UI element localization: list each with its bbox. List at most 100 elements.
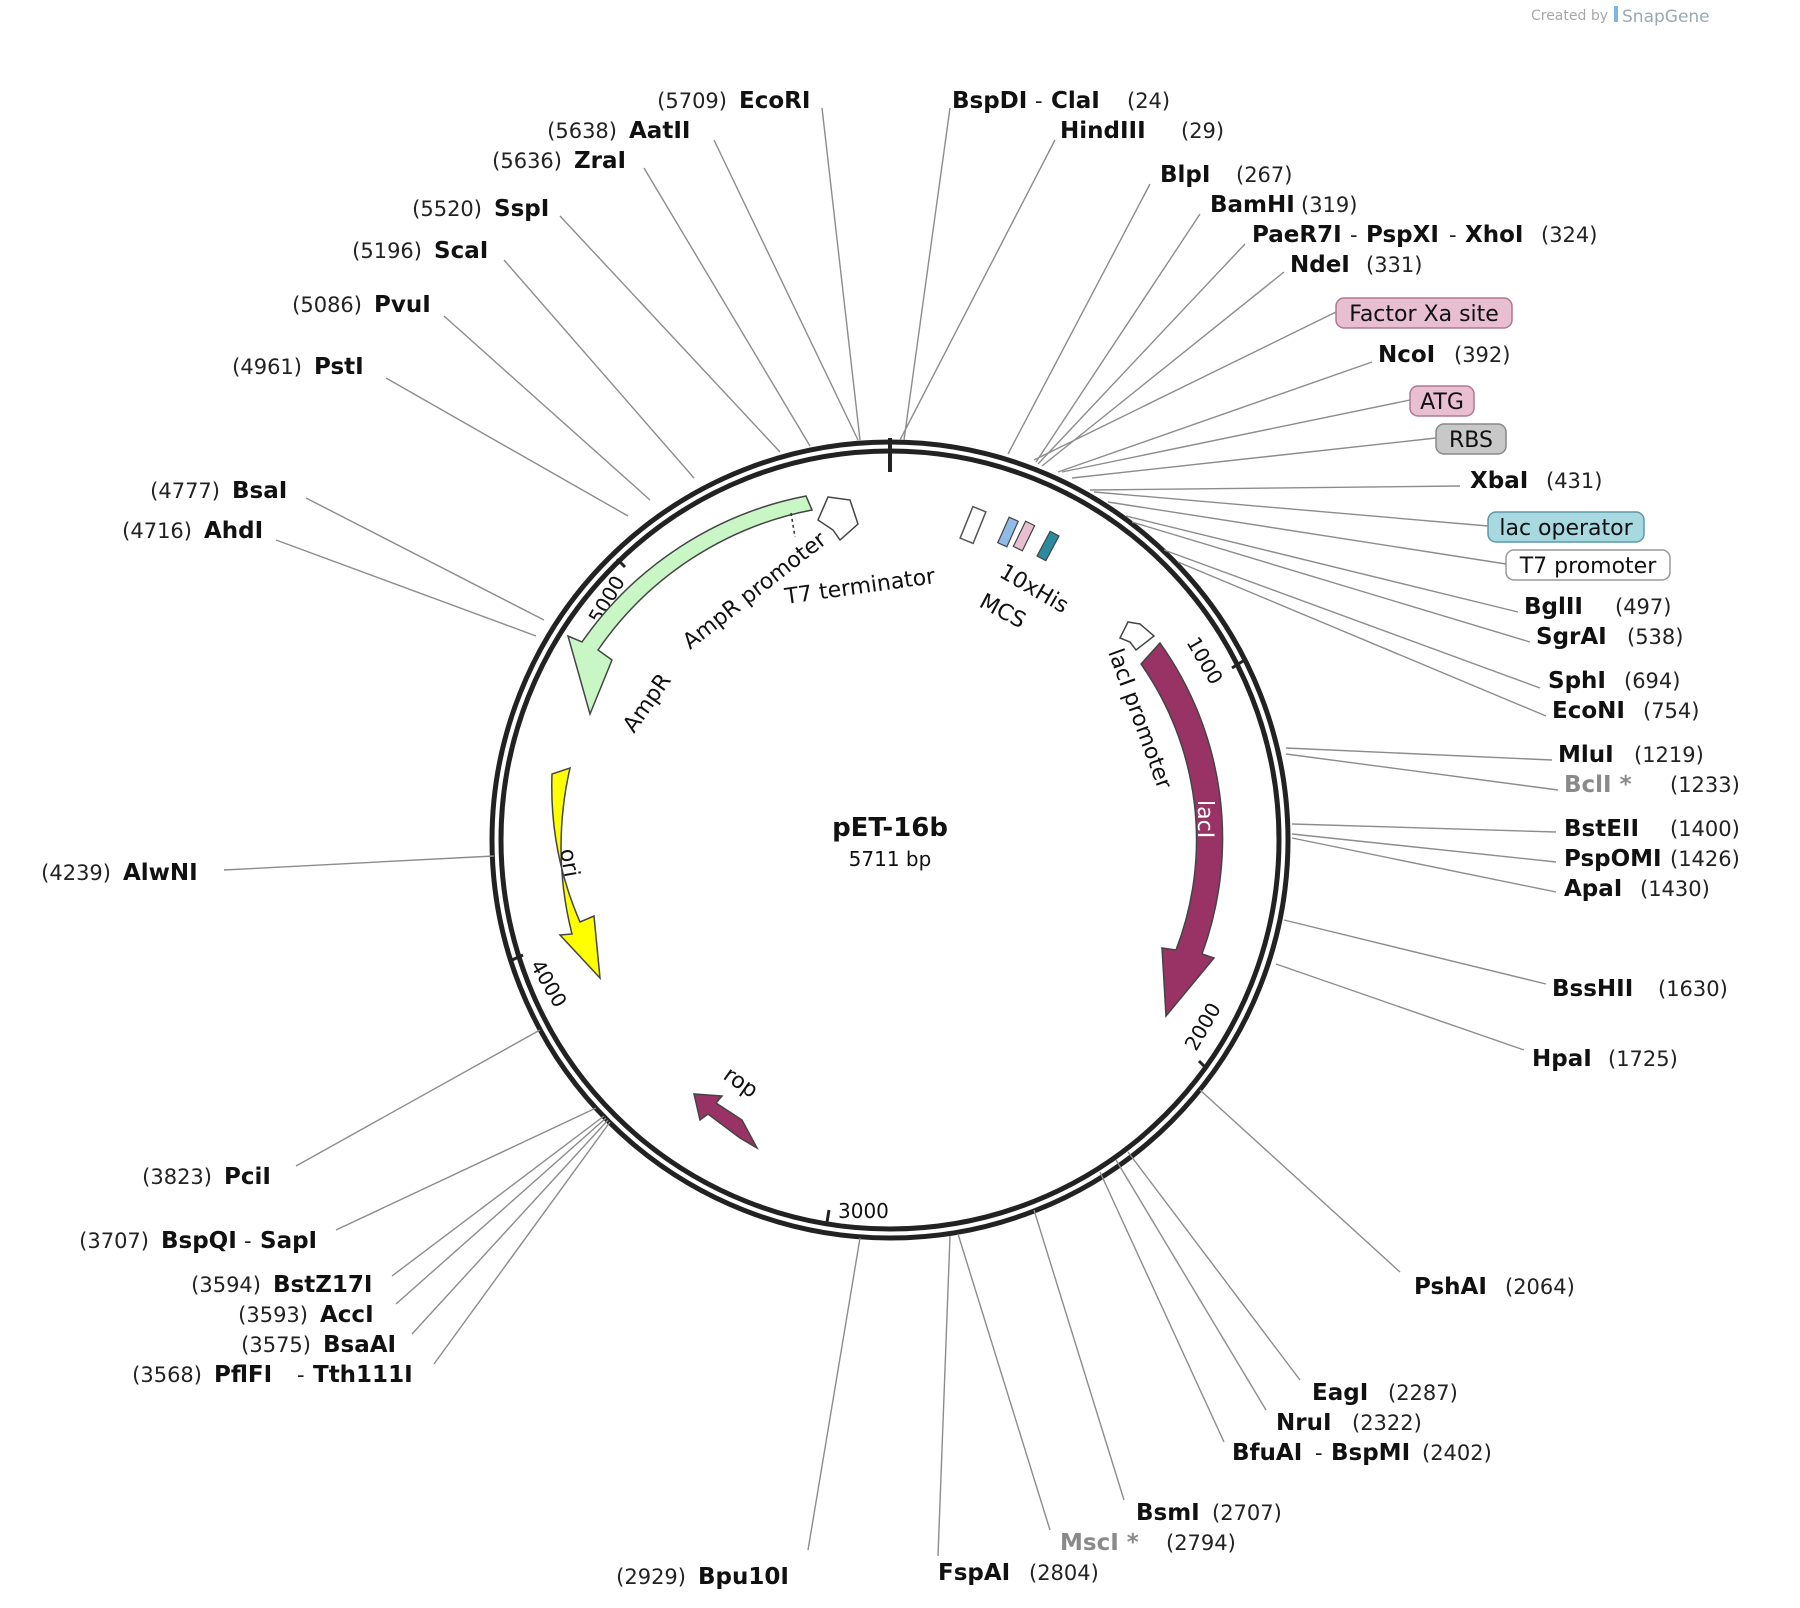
site-right-21[interactable]: NruI (2322) [1276,1410,1422,1436]
t7-promoter-box[interactable] [1505,549,1671,581]
site-right-1[interactable]: HindIII (29) [1060,118,1224,144]
site-name: SapI [260,1228,317,1254]
site-right-15[interactable]: PspOMI (1426) [1564,846,1740,872]
site-left-8[interactable]: (4716) AhdI [122,518,263,544]
his-tag-box[interactable] [996,516,1020,548]
site-leader-line [1127,1151,1301,1381]
site-leader-line [503,259,695,479]
site-name: SspI [494,196,549,222]
leader-lines [223,107,1559,1557]
site-name: BlpI [1160,162,1210,188]
site-name: PspXI [1366,222,1439,248]
site-right-25[interactable]: FspAI (2804) [938,1560,1099,1586]
site-right-19[interactable]: PshAI (2064) [1414,1274,1575,1300]
site-left-4[interactable]: (5196) ScaI [352,238,488,264]
site-right-2[interactable]: BlpI (267) [1160,162,1292,188]
site-position: (2794) [1166,1531,1236,1555]
site-position: (1725) [1608,1047,1678,1071]
site-leader-line [223,855,495,871]
factor-xa-box[interactable] [1012,520,1036,552]
site-position: (5709) [657,89,727,113]
site-position: (431) [1546,469,1602,493]
site-right-4[interactable]: PaeR7I - PspXI - XhoI (324) [1252,222,1597,248]
site-leader-line [1037,243,1246,465]
rop-arrow[interactable] [693,1093,759,1151]
feature-box-leader-line [1061,399,1411,473]
site-left-13[interactable]: (3593) AccI [238,1302,373,1328]
site-right-20[interactable]: EagI (2287) [1312,1380,1458,1406]
site-right-24[interactable]: MscI * (2794) [1060,1530,1236,1556]
site-left-3[interactable]: (5520) SspI [412,196,549,222]
lac-operator-box-label-frame[interactable] [1487,511,1645,543]
rop-label: rop [719,1062,763,1103]
site-leader-line [433,1121,611,1365]
rbs-box[interactable] [1435,423,1507,455]
site-right-11[interactable]: EcoNI (754) [1552,698,1699,724]
site-separator: - [297,1363,305,1387]
site-left-11[interactable]: (3707) BspQI - SapI [79,1228,317,1254]
site-name: ScaI [434,238,488,264]
site-leader-line [1131,521,1531,643]
site-position: (4777) [150,479,220,503]
site-right-23[interactable]: BsmI (2707) [1136,1500,1282,1526]
site-name: PvuI [374,292,431,318]
site-left-1[interactable]: (5638) AatII [547,118,690,144]
site-position: (1219) [1634,743,1704,767]
ampr-arrow[interactable] [566,495,814,717]
site-right-10[interactable]: SphI (694) [1548,668,1680,694]
site-right-0[interactable]: BspDI - ClaI (24) [952,88,1170,114]
site-left-15[interactable]: (3568) PflFI - Tth111I [132,1362,412,1388]
tick-label-3000: 3000 [838,1199,889,1223]
site-right-22[interactable]: BfuAI - BspMI (2402) [1232,1440,1492,1466]
site-right-9[interactable]: SgrAI (538) [1536,624,1683,650]
ori-arrow[interactable] [551,766,601,981]
site-right-12[interactable]: MluI (1219) [1558,742,1704,768]
lac-operator-label: lac operator [1499,516,1633,541]
site-right-7[interactable]: XbaI (431) [1470,468,1602,494]
site-right-3[interactable]: BamHI (319) [1210,192,1357,218]
site-name: EcoRI [739,88,810,114]
site-right-14[interactable]: BstEII (1400) [1564,816,1740,842]
site-name: BclI * [1564,772,1632,798]
site-left-9[interactable]: (4239) AlwNI [41,860,198,886]
site-left-5[interactable]: (5086) PvuI [292,292,431,318]
site-name: BsaAI [323,1332,396,1358]
site-name: BglII [1524,594,1583,620]
site-leader-line [559,215,781,453]
factor-xa-site-box[interactable] [1335,297,1513,329]
site-position: (319) [1301,193,1357,217]
lac-operator-box[interactable] [1036,530,1060,562]
site-position: (2322) [1352,1411,1422,1435]
site-leader-line [305,497,545,621]
site-right-6[interactable]: NcoI (392) [1378,342,1510,368]
site-right-13[interactable]: BclI * (1233) [1564,772,1740,798]
site-right-5[interactable]: NdeI (331) [1290,252,1422,278]
site-left-12[interactable]: (3594) BstZ17I [191,1272,372,1298]
site-left-7[interactable]: (4777) BsaI [150,478,287,504]
site-right-18[interactable]: HpaI (1725) [1532,1046,1678,1072]
site-name: HindIII [1060,118,1146,144]
site-name: ClaI [1051,88,1100,114]
site-left-6[interactable]: (4961) PstI [232,354,364,380]
site-name: Tth111I [313,1362,413,1388]
site-name: PciI [224,1164,271,1190]
t7-terminator-box[interactable] [959,505,987,545]
site-left-10[interactable]: (3823) PciI [142,1164,271,1190]
laci-promoter-arrow[interactable] [1118,621,1156,652]
site-leader-line [957,1233,1051,1531]
ampr-promoter-arrow[interactable] [817,496,859,542]
laci-arrow[interactable] [1140,641,1224,1018]
site-position: (497) [1615,595,1671,619]
site-leader-line [1275,963,1525,1051]
site-left-14[interactable]: (3575) BsaAI [241,1332,396,1358]
site-right-17[interactable]: BssHII (1630) [1552,976,1728,1002]
site-right-8[interactable]: BglII (497) [1524,594,1671,620]
site-left-0[interactable]: (5709) EcoRI [657,88,810,114]
site-left-16[interactable]: (2929) Bpu10I [616,1564,789,1590]
site-right-16[interactable]: ApaI (1430) [1564,876,1710,902]
t7-terminator-label: T7 terminator [782,564,937,610]
site-name: BsmI [1136,1500,1200,1526]
site-left-2[interactable]: (5636) ZraI [492,148,626,174]
atg-box[interactable] [1409,385,1475,417]
site-position: (3594) [191,1273,261,1297]
